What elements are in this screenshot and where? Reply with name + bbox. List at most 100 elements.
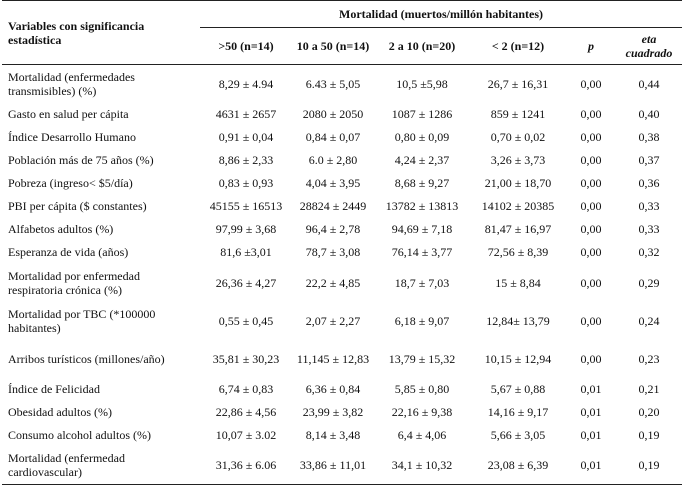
table-row: Gasto en salud per cápita 4631 ± 2657 2080… (2, 103, 682, 126)
column-header-gt50: >50 (n=14) (200, 27, 292, 65)
p-value: 0,00 (580, 222, 602, 236)
eta-squared: 0,19 (616, 446, 683, 485)
value-10to50: 2,07 ± 2,27 (305, 313, 361, 328)
variables-header: Variables con significancia estadística (2, 0, 200, 65)
value-lt2: 23,08 ± 6,39 (470, 446, 566, 485)
p-value: 0,01 (580, 405, 602, 419)
value-lt2: 3,26 ± 3,73 (490, 153, 546, 167)
value-lt2: 72,56 ± 8,39 (487, 245, 549, 259)
eta-squared: 0,44 (638, 76, 660, 91)
eta-squared: 0,19 (638, 428, 660, 442)
value-lt2: 0,70 ± 0,02 (490, 130, 546, 144)
value-gt50: 26,36 ± 4,27 (215, 275, 277, 290)
value-gt50: 45155 ± 16513 (209, 199, 283, 213)
value-gt50: 8,86 ± 2,33 (218, 153, 274, 167)
value-10to50: 11,145 ± 12,83 (296, 351, 370, 366)
variable-name: Mortalidad por enfermedad respiratoria c… (8, 268, 140, 297)
variable-name: Población más de 75 años (%) (8, 153, 154, 167)
value-lt2: 14102 ± 20385 (481, 199, 555, 213)
table-row: Consumo alcohol adultos (%) 10,07 ± 3.02 8… (2, 424, 682, 447)
table-row: PBI per cápita ($ constantes) 45155 ± 165… (2, 195, 682, 218)
value-2to10: 34,1 ± 10,32 (374, 446, 470, 485)
value-2to10: 13782 ± 13813 (385, 199, 459, 213)
table-row: Mortalidad (enfermedades transmisibles) … (2, 65, 682, 103)
value-2to10: 5,85 ± 0,80 (394, 382, 450, 396)
eta-squared: 0,29 (638, 275, 660, 290)
value-gt50: 0,83 ± 0,93 (218, 176, 274, 190)
eta-squared: 0,32 (638, 245, 660, 259)
p-value: 0,00 (580, 351, 602, 366)
column-header-eta: eta cuadrado (616, 27, 683, 65)
eta-squared: 0,20 (638, 405, 660, 419)
value-lt2: 14,16 ± 9,17 (487, 405, 549, 419)
table-row: Índice de Felicidad 6,74 ± 0,83 6,36 ± 0,8… (2, 378, 682, 401)
value-10to50: 6.0 ± 2,80 (308, 153, 358, 167)
column-header-2to10: 2 a 10 (n=20) (374, 27, 470, 65)
value-2to10: 6,18 ± 9,07 (394, 313, 450, 328)
value-gt50: 35,81 ± 30,23 (212, 351, 280, 366)
value-gt50: 22,86 ± 4,56 (215, 405, 277, 419)
variable-name: Obesidad adultos (%) (8, 405, 112, 419)
p-value: 0,00 (580, 153, 602, 167)
value-2to10: 18,7 ± 7,03 (394, 275, 450, 290)
p-value: 0,00 (580, 275, 602, 290)
value-lt2: 5,67 ± 0,88 (490, 382, 546, 396)
value-lt2: 26,7 ± 16,31 (487, 76, 549, 91)
eta-squared: 0,24 (638, 313, 660, 328)
value-10to50: 78,7 ± 3,08 (305, 245, 361, 259)
value-lt2: 81,47 ± 16,97 (484, 222, 552, 236)
value-gt50: 81,6 ±3,01 (220, 245, 272, 259)
column-header-p: p (566, 27, 616, 65)
value-10to50: 28824 ± 2449 (299, 199, 367, 213)
variable-name: PBI per cápita ($ constantes) (8, 199, 147, 213)
value-2to10: 22,16 ± 9,38 (391, 405, 453, 419)
variable-name: Pobreza (ingreso< $5/día) (8, 176, 133, 190)
p-value: 0,00 (580, 245, 602, 259)
value-10to50: 4,04 ± 3,95 (305, 176, 361, 190)
value-gt50: 6,74 ± 0,83 (218, 382, 274, 396)
value-2to10: 0,80 ± 0,09 (394, 130, 450, 144)
p-value: 0,00 (580, 313, 602, 328)
value-lt2: 859 ± 1241 (490, 107, 546, 121)
value-2to10: 4,24 ± 2,37 (394, 153, 450, 167)
variable-name: Arribos turísticos (millones/año) (8, 351, 165, 366)
value-2to10: 76,14 ± 3,77 (391, 245, 453, 259)
value-2to10: 6,4 ± 4,06 (397, 428, 447, 442)
statistics-table: Variables con significancia estadística … (2, 0, 683, 485)
column-header-10to50: 10 a 50 (n=14) (292, 27, 374, 65)
eta-squared: 0,40 (638, 107, 660, 121)
value-10to50: 0,84 ± 0,07 (305, 130, 361, 144)
variable-name: Esperanza de vida (años) (8, 245, 129, 259)
value-10to50: 6.43 ± 5,05 (305, 76, 361, 91)
table-row: Mortalidad (enfermedad cardiovascular) 31… (2, 446, 683, 485)
eta-squared: 0,33 (638, 222, 660, 236)
value-lt2: 10,15 ± 12,94 (484, 351, 552, 366)
value-2to10: 8,68 ± 9,27 (394, 176, 450, 190)
p-value: 0,01 (580, 428, 602, 442)
value-lt2: 15 ± 8,84 (495, 275, 541, 290)
column-header-lt2: < 2 (n=12) (470, 27, 566, 65)
value-10to50: 22,2 ± 4,85 (305, 275, 361, 290)
value-gt50: 0,91 ± 0,04 (218, 130, 274, 144)
variable-name: Mortalidad (enfermedad cardiovascular) (2, 446, 200, 485)
table-row: Arribos turísticos (millones/año) 35,81 ±… (2, 340, 682, 378)
p-value: 0,00 (580, 199, 602, 213)
variable-name: Consumo alcohol adultos (%) (8, 428, 151, 442)
variable-name: Gasto en salud per cápita (8, 107, 129, 121)
value-lt2: 21,00 ± 18,70 (484, 176, 552, 190)
variable-name: Índice Desarrollo Humano (8, 130, 136, 144)
variable-name: Alfabetos adultos (%) (8, 222, 114, 236)
eta-squared: 0,36 (638, 176, 660, 190)
table-row: Obesidad adultos (%) 22,86 ± 4,56 23,99 ± … (2, 401, 682, 424)
table-row: Esperanza de vida (años) 81,6 ±3,01 78,7 ±… (2, 241, 682, 264)
value-gt50: 4631 ± 2657 (215, 107, 277, 121)
value-gt50: 10,07 ± 3.02 (215, 428, 277, 442)
table-row: Mortalidad por TBC (*100000 habitantes) 0… (2, 302, 682, 340)
value-10to50: 96,4 ± 2,78 (305, 222, 361, 236)
p-value: 0,00 (580, 76, 602, 91)
value-2to10: 94,69 ± 7,18 (391, 222, 453, 236)
table-row: Pobreza (ingreso< $5/día) 0,83 ± 0,93 4,04… (2, 172, 682, 195)
value-10to50: 33,86 ± 11,01 (292, 446, 374, 485)
table-row: Índice Desarrollo Humano 0,91 ± 0,04 0,84 … (2, 126, 682, 149)
value-2to10: 13,79 ± 15,32 (388, 351, 456, 366)
